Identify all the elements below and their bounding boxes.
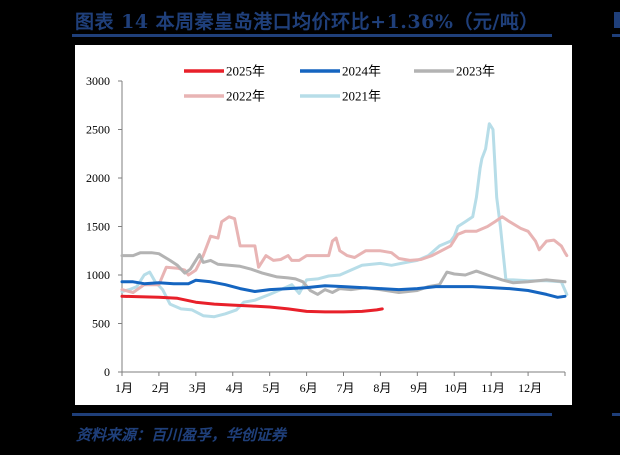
chart-title: 图表 14 本周秦皇岛港口均价环比+1.36%（元/吨） (75, 11, 539, 33)
x-tick-label: 9月 (410, 381, 428, 395)
y-tick-label: 2500 (86, 123, 110, 137)
y-tick-label: 500 (92, 317, 110, 331)
chart-series (120, 122, 569, 319)
x-tick-label: 1月 (115, 381, 133, 395)
series-line-2025 (120, 294, 384, 314)
chart-axes: 0 500 1000 1500 2000 2500 3000 1月 2月 3月 4月 5月 6月 7月 8月… (86, 74, 566, 395)
x-tick-label: 10月 (444, 381, 468, 395)
y-tick-label: 0 (104, 365, 110, 379)
legend-label: 2021年 (342, 89, 381, 104)
footer-divider (72, 413, 552, 416)
source-note: 资料来源：百川盈孚，华创证券 (76, 426, 287, 444)
chart-legend: 2025年 2024年 2023年 2022年 2021年 (184, 64, 495, 104)
series-line-2021 (120, 122, 569, 319)
series-line-2024 (120, 278, 567, 299)
legend-label: 2024年 (342, 64, 381, 79)
x-tick-label: 2月 (152, 381, 170, 395)
adjacent-panel-divider (612, 34, 620, 37)
y-tick-label: 1000 (86, 268, 110, 282)
legend-label: 2022年 (226, 89, 265, 104)
y-tick-label: 1500 (86, 220, 110, 234)
x-tick-label: 11月 (481, 381, 505, 395)
y-tick-label: 2000 (86, 171, 110, 185)
series-line-2023 (120, 251, 567, 296)
x-tick-label: 8月 (373, 381, 391, 395)
adjacent-panel-marker (614, 12, 620, 28)
x-tick-label: 3月 (189, 381, 207, 395)
title-divider (72, 34, 552, 37)
x-tick-label: 7月 (336, 381, 354, 395)
series-line-2022 (120, 215, 569, 294)
x-tick-label: 12月 (518, 381, 542, 395)
x-tick-label: 5月 (263, 381, 281, 395)
x-tick-label: 4月 (226, 381, 244, 395)
legend-label: 2025年 (226, 64, 265, 79)
y-tick-label: 3000 (86, 74, 110, 88)
adjacent-footer-divider (612, 413, 620, 416)
legend-label: 2023年 (456, 64, 495, 79)
x-tick-label: 6月 (300, 381, 318, 395)
